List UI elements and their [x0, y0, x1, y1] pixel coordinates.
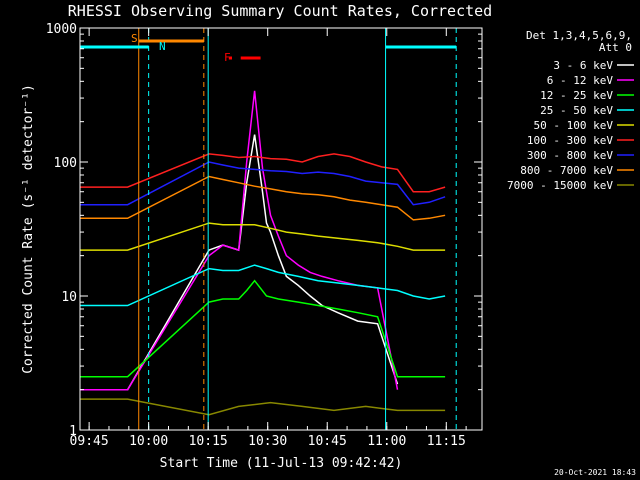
chart-title: RHESSI Observing Summary Count Rates, Co… [68, 2, 492, 20]
flag-bars [80, 39, 457, 60]
y-tick-label-4: 1000 [46, 22, 77, 37]
legend-header-detectors: Det 1,3,4,5,6,9, [526, 29, 632, 42]
legend-header-attenuator: Att 0 [599, 41, 632, 54]
y-tick-label-2: 10 [61, 290, 77, 305]
axis-ticks: 09:45 10:00 10:15 10:30 10:45 11:00 11:15 1 10 10… [46, 22, 482, 449]
x-tick-label-1: 09:45 [70, 434, 109, 449]
y-axis-label: Corrected Count Rate (s⁻¹ detector⁻¹) [21, 84, 36, 374]
series-line-8 [80, 175, 446, 221]
flag-label-night: N [159, 40, 166, 53]
flag-label-saa: S [131, 32, 138, 45]
data-lines [80, 90, 446, 416]
x-tick-label-4: 10:30 [248, 434, 287, 449]
x-tick-label-6: 11:00 [367, 434, 406, 449]
footer-date: 20-Oct-2021 18:43 [554, 468, 636, 477]
series-line-2 [80, 90, 399, 391]
legend-label-5: 50 - 100 keV [534, 119, 614, 132]
legend: Det 1,3,4,5,6,9, Att 0 3 - 6 keV 6 - 12 k… [507, 29, 634, 192]
x-tick-label-5: 10:45 [308, 434, 347, 449]
y-tick-label-3: 100 [54, 156, 77, 171]
flag-label-flare: F [224, 51, 231, 64]
x-tick-label-2: 10:00 [129, 434, 168, 449]
series-line-4 [80, 264, 446, 307]
x-tick-label-3: 10:15 [189, 434, 228, 449]
legend-label-8: 800 - 7000 keV [520, 164, 613, 177]
legend-label-7: 300 - 800 keV [527, 149, 613, 162]
legend-label-6: 100 - 300 keV [527, 134, 613, 147]
legend-label-3: 12 - 25 keV [540, 89, 613, 102]
legend-label-4: 25 - 50 keV [540, 104, 613, 117]
plot-frame [79, 27, 483, 431]
series-line-6 [80, 153, 446, 193]
y-tick-label-1: 1 [69, 424, 77, 439]
plot-area: 09:45 10:00 10:15 10:30 10:45 11:00 11:15 1 10 10… [46, 22, 483, 449]
series-line-7 [80, 161, 446, 206]
legend-label-9: 7000 - 15000 keV [507, 179, 613, 192]
series-line-5 [80, 222, 446, 251]
x-tick-label-7: 11:15 [427, 434, 466, 449]
legend-label-2: 6 - 12 keV [547, 74, 614, 87]
x-axis-label: Start Time (11-Jul-13 09:42:42) [160, 456, 403, 471]
series-line-3 [80, 279, 446, 378]
legend-entries: 3 - 6 keV 6 - 12 keV 12 - 25 keV 25 - 50 ke… [507, 59, 634, 192]
series-line-9 [80, 398, 446, 416]
vertical-markers [138, 28, 457, 430]
legend-label-1: 3 - 6 keV [553, 59, 613, 72]
